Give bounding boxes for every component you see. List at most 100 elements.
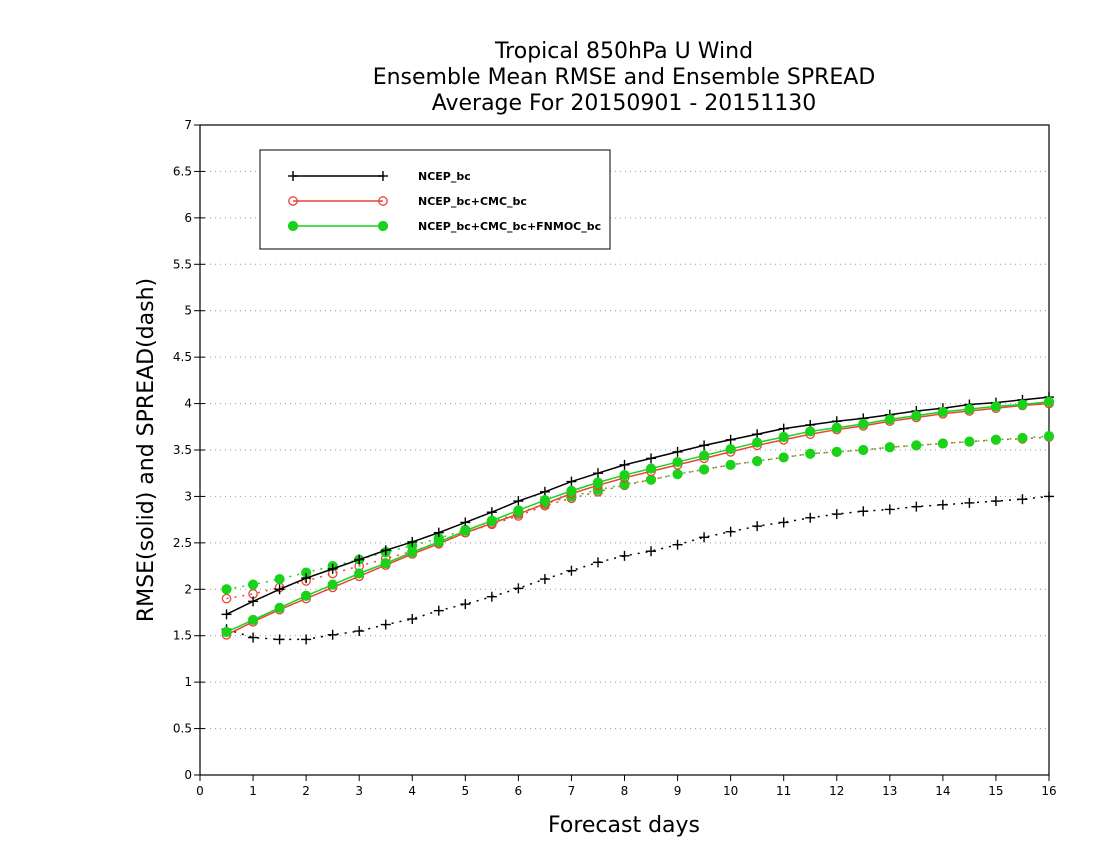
rmse-point — [592, 477, 604, 488]
y-tick-label: 4 — [184, 397, 192, 411]
spread-point — [937, 499, 948, 510]
rmse-point — [407, 547, 418, 558]
spread-point — [486, 591, 497, 602]
legend-marker — [288, 196, 298, 206]
chart-title-line: Ensemble Mean RMSE and Ensemble SPREAD — [373, 65, 876, 90]
rmse-point — [486, 515, 497, 526]
rmse-point — [354, 554, 365, 565]
rmse-point — [433, 536, 444, 548]
spread-point — [805, 448, 816, 459]
rmse-line-0 — [226, 396, 1050, 616]
rmse-point — [354, 568, 365, 579]
legend-marker — [378, 196, 388, 206]
x-tick-label: 3 — [355, 784, 363, 798]
spread-line-2 — [226, 435, 1050, 591]
spread-point — [699, 532, 710, 543]
x-tick-label: 12 — [829, 784, 844, 798]
spread-point — [301, 634, 312, 645]
rmse-point — [301, 590, 312, 601]
y-tick-label: 2 — [184, 582, 192, 596]
spread-point — [752, 521, 763, 532]
spread-point — [221, 584, 232, 595]
chart-title-line: Average For 20150901 - 20151130 — [432, 91, 817, 116]
spread-point — [1017, 494, 1028, 505]
grid-lines — [200, 170, 1049, 730]
rmse-point — [407, 536, 418, 547]
spread-point — [380, 619, 391, 630]
x-axis: 0 1 2 3 4 5 6 7 8 9 10 11 12 13 14 15 16 — [196, 775, 1057, 798]
rmse-point — [539, 495, 551, 506]
rmse-point — [619, 459, 630, 470]
x-tick-label: 13 — [882, 784, 897, 798]
rmse-point — [646, 453, 657, 464]
rmse-point — [831, 422, 842, 433]
x-tick-label: 7 — [568, 784, 576, 798]
rmse-point — [327, 563, 338, 574]
legend-box — [259, 149, 611, 250]
rmse-point — [698, 450, 710, 461]
x-tick-label: 1 — [249, 784, 257, 798]
legend-marker — [377, 220, 389, 232]
spread-point — [911, 440, 922, 451]
spread-point — [513, 583, 524, 594]
spread-point — [805, 512, 816, 523]
rmse-point — [513, 505, 524, 516]
spread-point — [778, 517, 789, 528]
spread-point — [407, 614, 418, 624]
y-tick-label: 0 — [184, 768, 192, 782]
rmse-point — [566, 485, 577, 496]
spread-point — [619, 550, 630, 561]
x-tick-label: 2 — [302, 784, 310, 798]
spread-point — [964, 497, 975, 508]
x-tick-label: 15 — [988, 784, 1003, 798]
rmse-point — [964, 404, 975, 415]
rmse-point — [911, 410, 922, 421]
y-tick-label: 2.5 — [173, 536, 192, 550]
spread-point — [937, 438, 948, 449]
legend-label: NCEP_bc — [418, 170, 471, 183]
y-tick-label: 1 — [184, 675, 192, 689]
rmse-point — [221, 626, 232, 638]
spread-point — [911, 501, 922, 512]
spread-point — [645, 474, 657, 485]
y-tick-label: 4.5 — [173, 350, 192, 364]
spread-point — [539, 574, 550, 585]
series-layer — [221, 392, 1055, 645]
x-tick-label: 6 — [515, 784, 523, 798]
y-tick-label: 1.5 — [173, 629, 192, 643]
x-tick-label: 5 — [461, 784, 469, 798]
spread-line-0 — [226, 495, 1050, 641]
rmse-point — [619, 469, 630, 481]
spread-point — [990, 434, 1002, 445]
x-tick-label: 4 — [408, 784, 416, 798]
x-tick-label: 8 — [621, 784, 629, 798]
rmse-line-1 — [226, 402, 1050, 636]
spread-point — [274, 634, 285, 645]
y-tick-label: 3 — [184, 489, 192, 503]
x-tick-label: 9 — [674, 784, 682, 798]
rmse-point — [592, 468, 603, 479]
legend-marker — [378, 171, 388, 181]
rmse-point — [672, 456, 683, 468]
spread-point — [672, 539, 683, 550]
spread-point — [460, 599, 471, 610]
x-tick-label: 16 — [1041, 784, 1056, 798]
y-tick-label: 0.5 — [173, 722, 192, 736]
spread-point — [592, 557, 603, 568]
rmse-point — [805, 426, 816, 437]
spread-point — [858, 506, 869, 517]
rmse-point — [1043, 396, 1055, 407]
spread-point — [672, 469, 683, 480]
rmse-point — [433, 527, 444, 538]
rmse-point — [566, 476, 577, 487]
spread-point — [646, 546, 657, 557]
y-tick-label: 6 — [184, 211, 192, 225]
y-tick-label: 7 — [184, 118, 192, 132]
rmse-point — [380, 545, 391, 556]
spread-point — [1017, 432, 1028, 444]
rmse-point — [460, 525, 471, 536]
spread-point — [858, 444, 869, 456]
rmse-point — [752, 437, 763, 448]
